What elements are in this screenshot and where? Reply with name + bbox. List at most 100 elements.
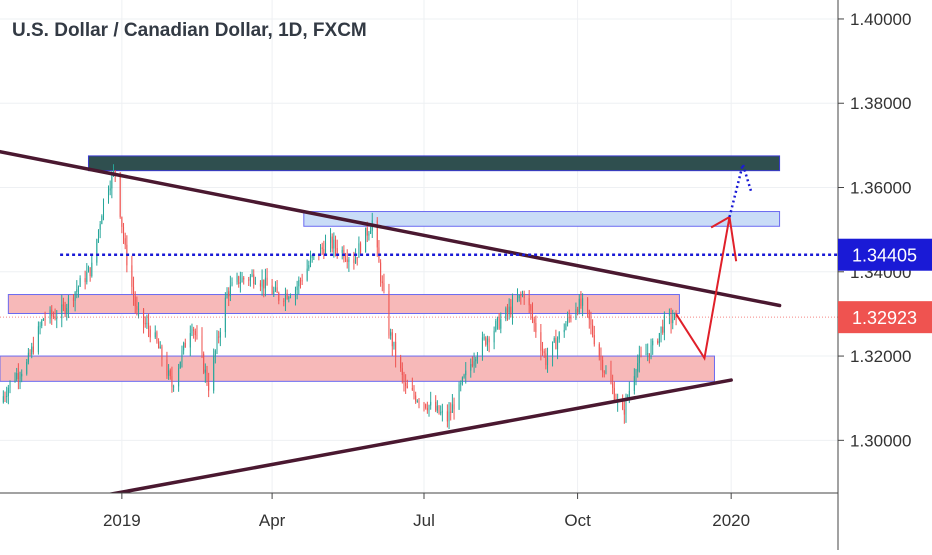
candle	[173, 384, 175, 392]
candle	[49, 306, 51, 324]
candle	[231, 277, 233, 287]
candle	[660, 326, 662, 343]
candle	[206, 365, 208, 386]
candle-body	[253, 274, 255, 284]
candle	[360, 241, 362, 256]
candle-body	[17, 373, 19, 380]
candle-body	[216, 336, 218, 351]
candle	[166, 351, 168, 379]
candle	[278, 291, 280, 305]
candle-body	[356, 257, 358, 259]
candle-body	[508, 306, 510, 313]
candle	[306, 259, 308, 282]
candle-body	[133, 286, 135, 297]
candle	[403, 371, 405, 392]
candle	[451, 394, 453, 413]
candle-body	[578, 298, 580, 313]
candle	[236, 272, 238, 285]
candle-body	[592, 324, 594, 336]
candle	[301, 273, 303, 285]
candle	[673, 312, 675, 321]
candle-body	[214, 350, 216, 356]
candle	[77, 285, 79, 298]
candle-body	[370, 230, 372, 234]
candle	[640, 346, 642, 358]
candle	[218, 330, 220, 344]
candle	[623, 399, 625, 424]
candle	[545, 348, 547, 370]
candle-body	[226, 291, 228, 298]
candle	[506, 303, 508, 321]
candle	[533, 316, 535, 332]
candle-body	[76, 289, 78, 293]
candle-body	[483, 337, 485, 339]
candle	[52, 311, 54, 320]
candle-body	[346, 259, 348, 262]
candle-body	[485, 337, 487, 345]
candle	[638, 345, 640, 373]
candle	[134, 291, 136, 314]
candle-body	[438, 405, 440, 414]
annotation-lines	[0, 149, 838, 497]
candle-body	[428, 405, 430, 411]
candle-body	[131, 265, 133, 287]
candle	[458, 381, 460, 410]
candle	[86, 263, 88, 285]
candle-body	[570, 317, 572, 319]
candle	[413, 385, 415, 400]
candle-body	[365, 227, 367, 253]
candle-body	[602, 360, 604, 372]
candle-body	[430, 401, 432, 406]
candle	[224, 292, 226, 338]
candle-body	[193, 329, 195, 331]
candle	[249, 273, 251, 287]
candle-body	[134, 296, 136, 307]
candle	[171, 366, 173, 393]
candle	[263, 279, 265, 298]
candle-body	[567, 316, 569, 324]
candle	[169, 368, 171, 380]
candle-body	[171, 376, 173, 387]
candle	[582, 293, 584, 317]
candle	[461, 376, 463, 386]
candle-body	[411, 388, 413, 390]
candle	[555, 329, 557, 350]
candle-body	[156, 332, 158, 342]
candle	[19, 371, 21, 390]
candle-body	[96, 239, 98, 263]
candle-body	[552, 341, 554, 358]
candle-body	[388, 291, 390, 336]
candle-body	[321, 247, 323, 250]
candle-body	[336, 248, 338, 253]
candle	[296, 280, 298, 300]
candle-body	[531, 310, 534, 319]
candle-body	[301, 280, 303, 282]
candle-body	[390, 332, 392, 336]
candle	[580, 291, 582, 309]
candle	[542, 341, 544, 356]
candle-body	[166, 359, 168, 376]
candle	[520, 291, 522, 305]
y-tick-label: 1.38000	[850, 94, 911, 113]
candle	[481, 331, 483, 361]
projection-dotted	[728, 159, 753, 218]
candle-body	[622, 398, 624, 410]
candle-body	[673, 312, 675, 320]
candle-body	[261, 279, 263, 287]
candle-body	[533, 318, 535, 323]
candle	[216, 330, 218, 355]
candle	[123, 222, 125, 244]
candle-body	[558, 332, 560, 340]
candle-body	[625, 397, 627, 415]
candle-body	[146, 322, 148, 324]
candle	[346, 249, 348, 269]
candle-body	[553, 338, 555, 342]
candle	[557, 336, 559, 360]
candle	[355, 248, 357, 264]
resistance-zone-dark	[87, 155, 781, 172]
candle	[42, 317, 44, 322]
candle	[168, 364, 170, 380]
candle-body	[325, 242, 327, 255]
